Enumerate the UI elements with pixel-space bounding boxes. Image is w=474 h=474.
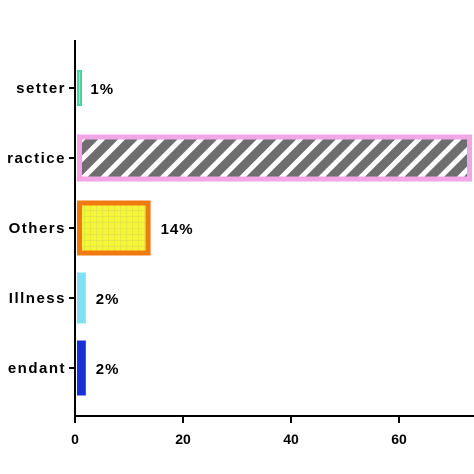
category-label: endant (8, 360, 66, 377)
category-label: ractice (7, 150, 66, 167)
bar-0 (77, 70, 82, 106)
data-label: 2% (96, 291, 120, 308)
data-label: 2% (96, 361, 120, 378)
x-tick-label: 60 (391, 431, 407, 447)
category-label: Others (9, 220, 66, 237)
bar-4 (77, 340, 86, 396)
bar-2 (77, 200, 151, 256)
x-tick-label: 0 (71, 431, 79, 447)
y-ticks-group (69, 87, 75, 369)
x-ticks-group: 0 20 40 60 (71, 416, 407, 447)
x-tick-label: 40 (283, 431, 299, 447)
data-label: 1% (90, 81, 114, 98)
bars-group (77, 70, 472, 396)
x-tick-label: 20 (175, 431, 191, 447)
data-labels-group: 1% 14% 2% 2% (90, 81, 194, 378)
category-label: setter (16, 80, 66, 97)
bar-3 (77, 272, 86, 324)
category-label: Illness (9, 290, 66, 307)
category-labels-group: setter ractice Others Illness endant (7, 80, 66, 377)
data-label: 14% (161, 221, 194, 238)
bar-1 (77, 134, 472, 182)
